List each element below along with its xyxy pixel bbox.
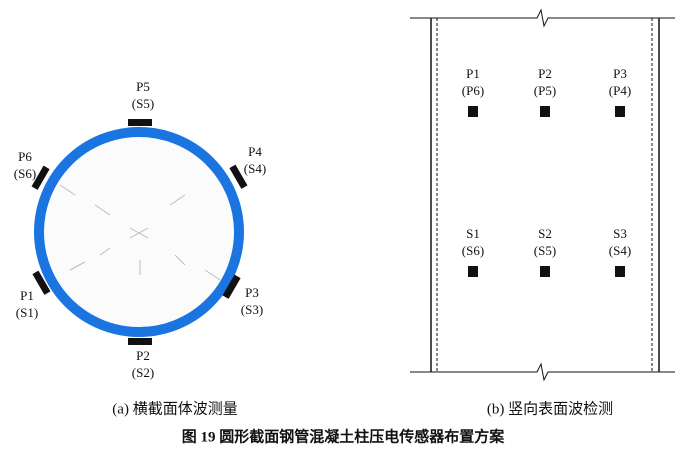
sensor bbox=[32, 270, 51, 295]
sensor-name: P3 bbox=[245, 285, 259, 300]
sensor bbox=[229, 164, 248, 189]
sensor-pair: (S5) bbox=[534, 243, 556, 258]
steel-tube bbox=[34, 127, 244, 337]
sensor-pair: (S2) bbox=[132, 365, 154, 380]
sensor-name: P5 bbox=[136, 79, 150, 94]
sensor-pair: (S4) bbox=[609, 243, 631, 258]
sensor bbox=[128, 119, 152, 126]
sensor-name: P1 bbox=[20, 288, 34, 303]
sensor-name: S1 bbox=[466, 226, 480, 241]
sensor-pair: (P5) bbox=[534, 83, 556, 98]
sensor-name: P6 bbox=[18, 149, 32, 164]
sensor bbox=[31, 165, 50, 190]
caption: (b) 竖向表面波检测 bbox=[487, 400, 613, 417]
sensor bbox=[222, 274, 241, 299]
sensor bbox=[615, 266, 625, 277]
sensor-name: S2 bbox=[538, 226, 552, 241]
sensor-name: P2 bbox=[538, 66, 552, 81]
sensor bbox=[540, 106, 550, 117]
sensor bbox=[468, 266, 478, 277]
sensor-name: P3 bbox=[613, 66, 627, 81]
column-elevation bbox=[410, 8, 675, 382]
sensor-pair: (S1) bbox=[16, 305, 38, 320]
cross-section bbox=[31, 119, 248, 345]
sensor bbox=[128, 338, 152, 345]
sensor-pair: (P6) bbox=[462, 83, 484, 98]
sensor bbox=[540, 266, 550, 277]
sensor bbox=[615, 106, 625, 117]
sensor-pair: (S6) bbox=[14, 166, 36, 181]
figure-caption: 图 19 圆形截面钢管混凝土柱压电传感器布置方案 bbox=[182, 427, 506, 445]
sensor-name: P1 bbox=[466, 66, 480, 81]
sensor-pair: (S4) bbox=[244, 161, 266, 176]
caption: (a) 横截面体波测量 bbox=[112, 400, 237, 417]
sensor-pair: (S5) bbox=[132, 96, 154, 111]
sensor-name: P2 bbox=[136, 348, 150, 363]
sensor-name: S3 bbox=[613, 226, 627, 241]
sensor-pair: (S6) bbox=[462, 243, 484, 258]
sensor bbox=[468, 106, 478, 117]
sensor-name: P4 bbox=[248, 144, 262, 159]
concrete-texture bbox=[59, 184, 221, 281]
sensor-pair: (P4) bbox=[609, 83, 631, 98]
sensor-pair: (S3) bbox=[241, 302, 263, 317]
